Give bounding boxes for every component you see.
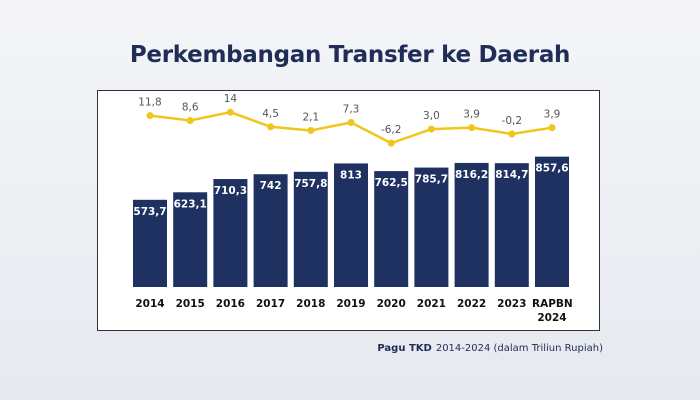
bar-value-label: 814,7 — [495, 169, 528, 181]
note-text: 2014-2024 (dalam Triliun Rupiah) — [435, 343, 603, 354]
growth-value-label: 3,9 — [463, 109, 480, 121]
growth-value-label: 14 — [224, 93, 238, 105]
bar — [253, 174, 288, 287]
growth-point — [548, 124, 556, 132]
growth-point — [146, 112, 154, 120]
bar — [535, 156, 569, 287]
x-tick-label: 2020 — [376, 298, 406, 310]
note: Pagu TKD 2014-2024 (dalam Triliun Rupiah) — [377, 343, 603, 354]
bar — [414, 167, 449, 287]
bar — [173, 192, 208, 287]
x-tick-label: 2018 — [296, 298, 326, 310]
growth-point — [387, 139, 395, 147]
growth-point — [267, 123, 275, 131]
growth-value-label: 3,9 — [544, 109, 561, 121]
bar-value-label: 816,2 — [455, 169, 488, 181]
growth-point — [468, 124, 476, 132]
bar — [293, 171, 328, 287]
x-tick-label: 2015 — [175, 298, 205, 310]
bar — [454, 162, 489, 287]
x-tick-label: 2019 — [336, 298, 366, 310]
note-bold: Pagu TKD — [377, 343, 432, 354]
growth-line — [149, 110, 553, 145]
x-tick-label: 2021 — [416, 298, 446, 310]
bar-value-label: 710,3 — [214, 185, 247, 197]
x-tick-label: 2022 — [456, 298, 487, 310]
growth-value-label: 4,5 — [262, 108, 279, 120]
bar-value-label: 785,7 — [415, 174, 448, 186]
bar — [213, 179, 248, 287]
bar-value-label: 623,1 — [174, 198, 207, 210]
growth-value-label: -0,2 — [502, 115, 523, 127]
growth-point — [307, 126, 315, 134]
bar — [133, 199, 167, 287]
growth-value-label: 2,1 — [302, 111, 319, 123]
growth-value-label: 11,8 — [138, 97, 161, 109]
growth-point — [226, 108, 234, 116]
growth-point — [508, 130, 516, 138]
bar-value-label: 742 — [260, 180, 282, 192]
bar — [334, 163, 368, 287]
bar — [374, 171, 409, 287]
x-tick-label: 2023 — [497, 298, 527, 310]
x-tick-label: RAPBN 2024 — [532, 298, 573, 324]
bar-value-label: 757,8 — [294, 178, 327, 190]
bar-value-label: 857,6 — [535, 163, 568, 175]
bar-value-label: 762,5 — [375, 177, 408, 189]
growth-value-label: 8,6 — [182, 101, 199, 113]
bar-value-label: 573,7 — [133, 206, 166, 218]
chart-title: Perkembangan Transfer ke Daerah — [129, 42, 571, 68]
bar-value-label: 813 — [340, 169, 362, 181]
x-tick-label: 2017 — [255, 298, 286, 310]
growth-point — [186, 116, 194, 124]
growth-value-label: 3,0 — [423, 110, 440, 122]
bar — [494, 163, 529, 287]
x-tick-label: 2014 — [135, 298, 165, 310]
growth-point — [347, 118, 355, 126]
x-tick-label: 2016 — [215, 298, 245, 310]
growth-point — [427, 125, 435, 133]
growth-value-label: 7,3 — [343, 103, 360, 115]
growth-value-label: -6,2 — [381, 124, 402, 136]
